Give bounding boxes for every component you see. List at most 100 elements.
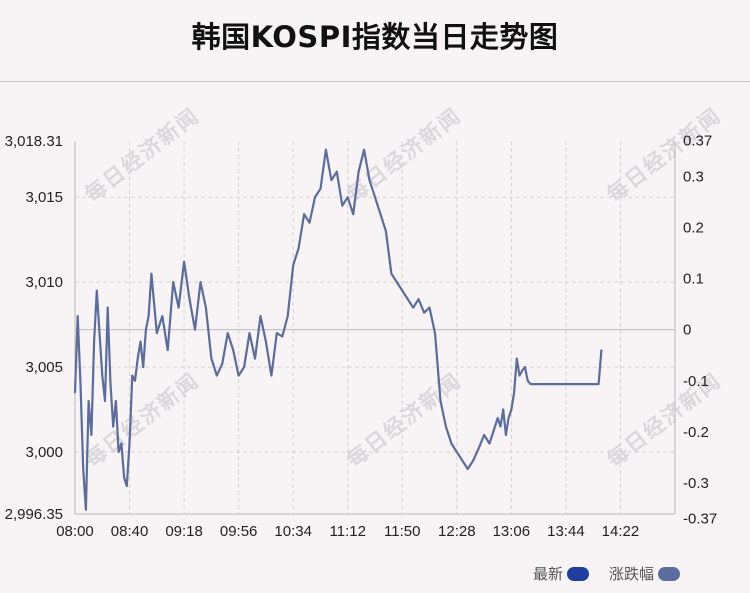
series-point: [98, 332, 101, 334]
series-point: [142, 366, 145, 368]
y-left-tick-label: 3,005: [25, 359, 63, 376]
series-point: [270, 374, 273, 377]
series-point: [147, 315, 150, 317]
series-point: [125, 485, 128, 487]
x-tick-label: 09:56: [220, 523, 258, 540]
series-point: [581, 383, 584, 385]
series-point: [346, 196, 349, 199]
series-point: [106, 306, 109, 309]
series-point: [210, 357, 213, 360]
x-tick-label: 09:18: [165, 523, 203, 540]
series-point: [136, 357, 139, 360]
series-point: [128, 442, 131, 445]
series-point: [445, 425, 447, 428]
series-point: [221, 362, 224, 365]
series-point: [423, 311, 425, 314]
y-right-tick-label: 0.37: [683, 133, 712, 150]
series-point: [548, 383, 551, 385]
series-point: [248, 332, 251, 334]
x-tick-label: 08:00: [56, 523, 94, 540]
series-point: [379, 213, 382, 216]
series-point: [515, 357, 518, 360]
series-point: [586, 383, 589, 385]
series-point: [575, 383, 578, 385]
series-point: [513, 391, 515, 394]
series-point: [292, 264, 295, 267]
series-point: [254, 357, 256, 360]
series-point: [374, 196, 376, 199]
y-right-tick-label: -0.37: [683, 511, 717, 528]
series-point: [166, 349, 169, 351]
series-point: [488, 442, 491, 445]
legend-item-change: 涨跌幅: [609, 563, 681, 584]
series-point: [335, 170, 338, 173]
y-left-tick-label: 2,996.35: [5, 506, 63, 523]
series-point: [406, 298, 409, 300]
x-tick-label: 11:12: [330, 523, 366, 540]
series-point: [363, 148, 365, 151]
series-point: [117, 451, 120, 453]
series-point: [93, 340, 95, 343]
series-point: [215, 374, 218, 377]
series-point: [101, 374, 104, 377]
series-point: [205, 306, 207, 309]
series-point: [600, 349, 603, 351]
series-point: [395, 281, 398, 283]
series-point: [76, 315, 79, 317]
series-point: [505, 434, 507, 436]
legend-item-latest: 最新: [533, 563, 590, 584]
series-point: [597, 383, 600, 385]
series-point: [188, 298, 191, 300]
series-point: [177, 306, 180, 309]
series-point: [543, 383, 545, 385]
series-point: [455, 451, 458, 453]
series-point: [194, 328, 196, 331]
series-point: [510, 408, 513, 411]
series-point: [526, 379, 529, 382]
y-right-tick-label: -0.3: [683, 475, 709, 492]
series-point: [496, 417, 499, 419]
y-left-tick-label: 3,015: [25, 189, 63, 206]
series-point: [199, 281, 202, 283]
series-point: [172, 281, 175, 283]
series-point: [155, 332, 158, 334]
series-point: [150, 272, 153, 275]
series-point: [115, 400, 117, 402]
x-tick-label: 10:34: [274, 523, 312, 540]
series-point: [368, 179, 371, 182]
series-point: [592, 383, 595, 385]
series-point: [112, 425, 115, 428]
series-point: [90, 434, 93, 436]
series-point: [308, 221, 311, 224]
series-point: [518, 374, 521, 377]
series-point: [297, 247, 300, 250]
series-point: [565, 383, 567, 385]
series-point: [265, 340, 267, 343]
series-point: [87, 400, 90, 402]
y-left-tick-label: 3,000: [25, 444, 63, 461]
legend-label: 最新: [533, 565, 564, 583]
y-right-tick-label: 0.3: [683, 168, 704, 185]
x-tick-label: 13:06: [493, 523, 531, 540]
series-point: [82, 468, 85, 470]
series-point: [123, 476, 125, 479]
series-point: [341, 204, 344, 207]
series-point: [243, 366, 246, 368]
series-point: [554, 383, 556, 385]
legend-label: 涨跌幅: [609, 565, 655, 583]
series-point: [314, 196, 316, 199]
y-right-tick-label: 0: [683, 322, 691, 339]
series-point: [352, 213, 355, 216]
series-point: [319, 187, 322, 190]
series-point: [439, 400, 442, 402]
series-point: [232, 349, 235, 351]
series-point: [104, 400, 106, 402]
series-point: [74, 391, 76, 394]
series-point: [286, 315, 289, 317]
series-point: [226, 332, 229, 334]
series-point: [494, 425, 496, 428]
chart-title: 韩国KOSPI指数当日走势图: [191, 20, 559, 54]
series-point: [145, 328, 147, 331]
series-point: [303, 213, 305, 216]
